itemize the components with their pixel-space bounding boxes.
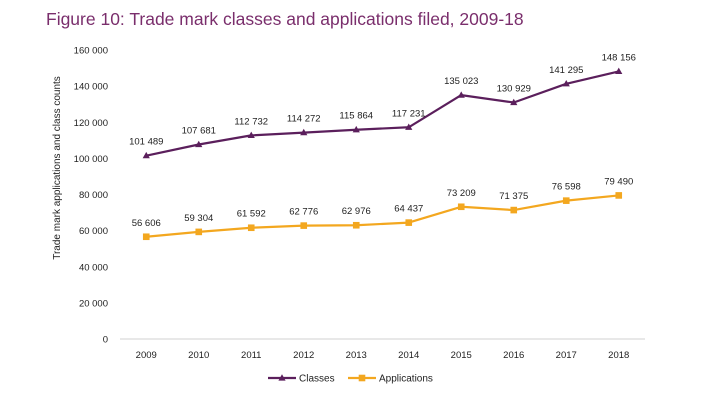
legend-item-classes: Classes <box>268 374 335 385</box>
y-tick-label: 40 000 <box>79 262 108 273</box>
classes-data-point <box>562 79 570 87</box>
applications-data-point <box>405 219 413 226</box>
series-group: 101 489 107 681 112 732 114 272 115 864 117 2… <box>129 52 636 241</box>
x-tick-label: 2015 <box>451 350 472 361</box>
applications-data-label: 61 592 <box>237 209 266 220</box>
classes-data-point <box>510 98 518 106</box>
y-tick-label: 0 <box>103 335 108 346</box>
applications-data-label: 56 606 <box>132 218 161 229</box>
x-tick-label: 2016 <box>503 350 524 361</box>
x-tick-label: 2018 <box>608 350 629 361</box>
classes-data-label: 114 272 <box>287 114 321 125</box>
legend-label: Classes <box>299 374 335 385</box>
applications-data-point <box>615 192 623 199</box>
y-tick-label: 80 000 <box>79 190 108 201</box>
series-classes: 101 489 107 681 112 732 114 272 115 864 117 2… <box>129 52 636 159</box>
x-tick-label: 2014 <box>398 350 419 361</box>
classes-data-point <box>195 140 203 148</box>
classes-data-label: 135 023 <box>444 76 478 87</box>
classes-data-point <box>352 125 360 133</box>
x-tick-label: 2017 <box>556 350 577 361</box>
classes-data-point <box>142 151 150 159</box>
applications-data-point <box>510 206 518 214</box>
series-applications: 56 606 59 304 61 592 62 776 62 976 64 437 73 2… <box>132 176 633 241</box>
classes-data-point <box>457 91 465 98</box>
x-tick-label: 2011 <box>241 350 261 361</box>
applications-series-line <box>146 194 619 238</box>
classes-data-label: 101 489 <box>129 137 163 148</box>
legend: Classes Applications <box>268 374 433 385</box>
applications-data-label: 73 209 <box>447 188 476 199</box>
applications-data-point <box>300 222 308 229</box>
applications-data-label: 59 304 <box>184 213 213 224</box>
legend-label: Applications <box>379 374 433 385</box>
applications-data-point <box>352 221 360 229</box>
x-tick-label: 2009 <box>136 350 157 361</box>
classes-data-label: 141 295 <box>549 65 583 76</box>
classes-data-label: 117 231 <box>392 108 426 119</box>
classes-data-label: 112 732 <box>234 116 268 127</box>
applications-data-label: 64 437 <box>394 204 423 215</box>
legend-swatch-marker <box>358 374 366 382</box>
classes-data-label: 148 156 <box>602 52 636 63</box>
y-axis-label: Trade mark applications and class counts <box>52 76 63 260</box>
applications-data-point <box>195 228 203 236</box>
axes: 0 20 000 40 000 60 000 80 000 100 000 120 000 1… <box>74 46 645 361</box>
applications-data-point <box>457 203 465 211</box>
y-tick-label: 60 000 <box>79 226 108 237</box>
classes-data-point <box>405 123 413 130</box>
classes-data-point <box>300 128 308 136</box>
applications-data-label: 76 598 <box>552 182 581 193</box>
applications-data-point <box>142 233 150 241</box>
y-tick-label: 20 000 <box>79 298 108 309</box>
classes-data-label: 107 681 <box>182 126 216 137</box>
chart-title: Figure 10: Trade mark classes and applic… <box>46 9 524 29</box>
y-tick-label: 100 000 <box>74 154 108 165</box>
classes-data-point <box>247 131 255 138</box>
applications-data-label: 62 776 <box>289 207 318 218</box>
applications-data-label: 62 976 <box>342 206 371 217</box>
applications-data-point <box>562 197 570 204</box>
applications-data-label: 71 375 <box>499 191 528 202</box>
x-tick-label: 2010 <box>188 350 209 361</box>
legend-item-applications: Applications <box>348 374 433 385</box>
x-tick-label: 2012 <box>293 350 314 361</box>
classes-series-line <box>146 70 620 157</box>
y-tick-label: 160 000 <box>74 46 108 57</box>
legend-swatch-marker <box>278 374 286 381</box>
classes-data-label: 130 929 <box>497 84 531 95</box>
y-tick-label: 140 000 <box>74 82 108 93</box>
x-tick-label: 2013 <box>346 350 367 361</box>
classes-data-label: 115 864 <box>339 111 373 122</box>
applications-data-point <box>247 224 255 232</box>
y-tick-label: 120 000 <box>74 118 108 129</box>
applications-data-label: 79 490 <box>604 176 633 187</box>
classes-data-point <box>615 67 623 74</box>
